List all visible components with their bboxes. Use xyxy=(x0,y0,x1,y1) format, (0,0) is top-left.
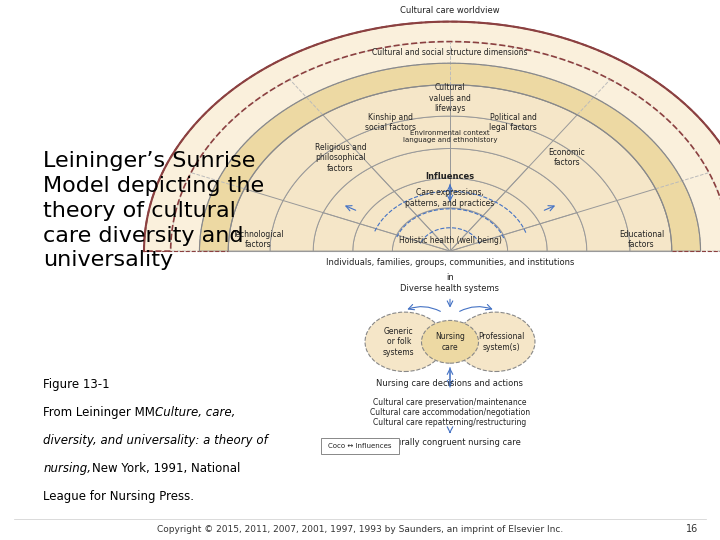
Circle shape xyxy=(421,320,479,363)
Text: Figure 13-1: Figure 13-1 xyxy=(43,378,110,391)
Text: Cultural care accommodation/negotiation: Cultural care accommodation/negotiation xyxy=(370,408,530,417)
Text: Technological
factors: Technological factors xyxy=(233,230,284,249)
Text: Influences: Influences xyxy=(426,172,474,180)
Text: Kinship and
social factors: Kinship and social factors xyxy=(366,113,416,132)
Polygon shape xyxy=(199,63,701,251)
Text: Educational
factors: Educational factors xyxy=(619,230,664,249)
Text: Diverse health systems: Diverse health systems xyxy=(400,285,500,293)
Text: Leininger’s Sunrise
Model depicting the
theory of cultural
care diversity and
un: Leininger’s Sunrise Model depicting the … xyxy=(43,151,264,271)
Text: Cultural care worldview: Cultural care worldview xyxy=(400,5,500,15)
Text: nursing,: nursing, xyxy=(43,462,91,475)
Text: in: in xyxy=(446,273,454,281)
Polygon shape xyxy=(313,148,587,251)
Circle shape xyxy=(365,312,444,372)
Text: 16: 16 xyxy=(686,523,698,534)
Text: Environmental context
language and ethnohistory: Environmental context language and ethno… xyxy=(402,130,498,143)
Text: Coco ↔ Influences: Coco ↔ Influences xyxy=(328,443,392,449)
Text: Copyright © 2015, 2011, 2007, 2001, 1997, 1993 by Saunders, an imprint of Elsevi: Copyright © 2015, 2011, 2007, 2001, 1997… xyxy=(157,524,563,534)
FancyBboxPatch shape xyxy=(321,438,399,454)
Polygon shape xyxy=(270,116,630,251)
Text: Cultural
values and
lifeways: Cultural values and lifeways xyxy=(429,83,471,113)
Text: Economic
factors: Economic factors xyxy=(548,148,585,167)
Text: Culture, care,: Culture, care, xyxy=(155,406,235,419)
Text: diversity, and universality: a theory of: diversity, and universality: a theory of xyxy=(43,434,268,447)
Polygon shape xyxy=(392,208,508,251)
Text: League for Nursing Press.: League for Nursing Press. xyxy=(43,490,194,503)
Text: Individuals, families, groups, communities, and institutions: Individuals, families, groups, communiti… xyxy=(326,259,574,267)
Text: Cultural care preservation/maintenance: Cultural care preservation/maintenance xyxy=(373,399,527,407)
Text: Professional
system(s): Professional system(s) xyxy=(478,332,524,352)
Polygon shape xyxy=(171,42,720,251)
Circle shape xyxy=(456,312,535,372)
Polygon shape xyxy=(144,22,720,251)
Text: Cultural care repatterning/restructuring: Cultural care repatterning/restructuring xyxy=(374,418,526,427)
Text: Nursing
care: Nursing care xyxy=(435,332,465,352)
Polygon shape xyxy=(228,85,672,251)
Text: Religious and
philosophical
factors: Religious and philosophical factors xyxy=(315,143,366,173)
Text: New York, 1991, National: New York, 1991, National xyxy=(92,462,240,475)
Text: Generic
or folk
systems: Generic or folk systems xyxy=(383,327,415,357)
Text: Nursing care decisions and actions: Nursing care decisions and actions xyxy=(377,379,523,388)
Text: Political and
legal factors: Political and legal factors xyxy=(490,113,537,132)
Text: Care expressions,
patterns, and practices: Care expressions, patterns, and practice… xyxy=(405,188,495,208)
Polygon shape xyxy=(353,178,547,251)
Text: Holistic health (well being): Holistic health (well being) xyxy=(399,236,501,245)
Text: From Leininger MM:: From Leininger MM: xyxy=(43,406,163,419)
Text: Cultural and social structure dimensions: Cultural and social structure dimensions xyxy=(372,48,528,57)
Text: Culturally congruent nursing care: Culturally congruent nursing care xyxy=(379,438,521,447)
